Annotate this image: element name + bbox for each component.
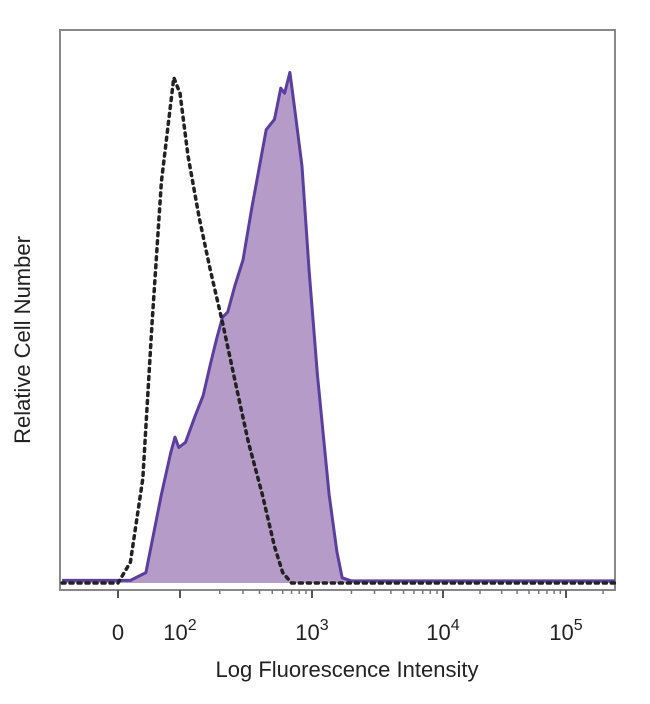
x-axis-ticks: 0 102 103 104 105	[112, 590, 604, 645]
plot-series	[60, 70, 617, 585]
x-tick-label: 104	[426, 617, 459, 645]
x-tick-label: 103	[295, 617, 328, 645]
series-filled-area	[62, 72, 615, 584]
y-axis-title: Relative Cell Number	[10, 236, 35, 444]
plot-frame	[59, 29, 616, 591]
series-filled-outline	[62, 70, 615, 583]
x-tick-label: 105	[549, 617, 582, 645]
series-dotted-outline	[60, 76, 617, 585]
x-tick-label: 102	[163, 617, 196, 645]
x-tick-label: 0	[112, 620, 124, 645]
x-axis-title: Log Fluorescence Intensity	[216, 657, 479, 682]
